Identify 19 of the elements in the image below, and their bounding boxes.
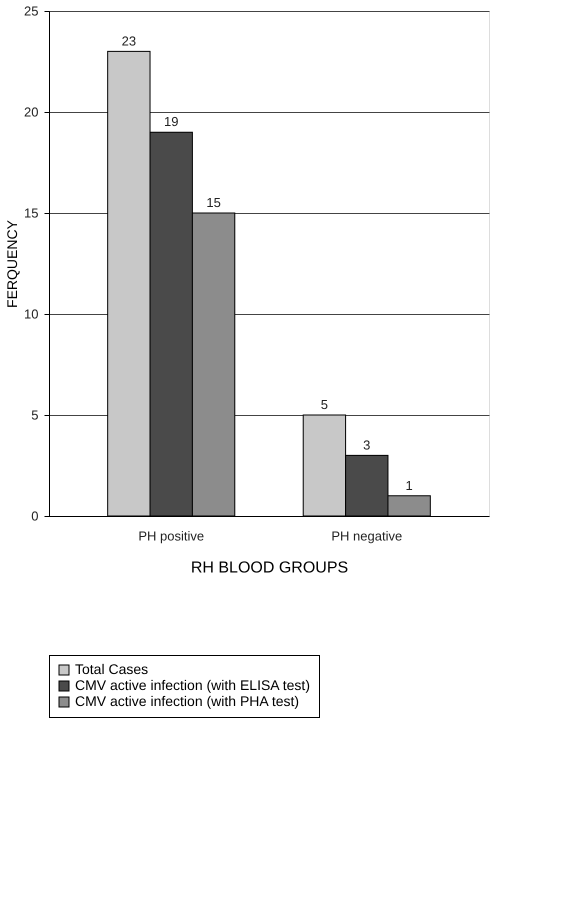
y-tick-label: 10 xyxy=(24,306,38,322)
legend-label: CMV active infection (with ELISA test) xyxy=(75,677,310,693)
legend-label: CMV active infection (with PHA test) xyxy=(75,693,300,709)
x-tick-label: PH positive xyxy=(138,528,204,544)
data-label: 19 xyxy=(164,114,178,130)
y-axis-title: FERQUENCY xyxy=(4,219,20,308)
y-tick-label: 0 xyxy=(31,508,38,524)
data-label: 23 xyxy=(122,33,136,48)
data-label: 3 xyxy=(363,437,370,452)
data-label: 1 xyxy=(406,478,413,493)
x-axis-title: RH BLOOD GROUPS xyxy=(190,560,348,576)
y-tick-label: 25 xyxy=(24,4,38,18)
legend-label: Total Cases xyxy=(75,661,148,677)
data-label: 15 xyxy=(206,195,221,210)
y-tick-label: 15 xyxy=(24,206,38,220)
y-tick-label: 5 xyxy=(31,408,38,422)
x-tick-label: PH negative xyxy=(331,528,402,544)
data-label: 5 xyxy=(320,397,328,412)
y-tick-label: 20 xyxy=(24,104,38,120)
